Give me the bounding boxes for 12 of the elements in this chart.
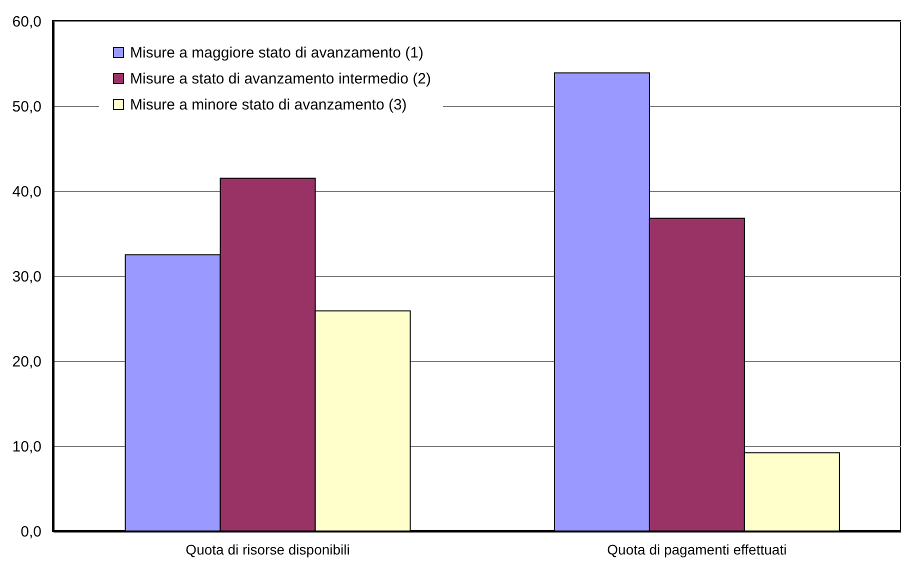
legend-label: Misure a stato di avanzamento intermedio (2) <box>130 70 431 88</box>
x-tick-label: Quota di risorse disponibili <box>186 542 350 558</box>
y-tick-label: 40,0 <box>12 184 42 200</box>
x-tick-label: Quota di pagamenti effettuati <box>607 542 787 558</box>
legend-label: Misure a minore stato di avanzamento (3) <box>130 96 407 114</box>
y-tick-label: 0,0 <box>20 524 42 540</box>
y-tick-label: 30,0 <box>12 268 42 286</box>
y-tick-label: 50,0 <box>12 98 42 116</box>
y-tick-label: 10,0 <box>12 438 42 456</box>
legend-label: Misure a maggiore stato di avanzamento (1) <box>130 44 424 62</box>
y-tick-label: 20,0 <box>12 354 42 370</box>
y-tick-label: 60,0 <box>12 14 42 30</box>
